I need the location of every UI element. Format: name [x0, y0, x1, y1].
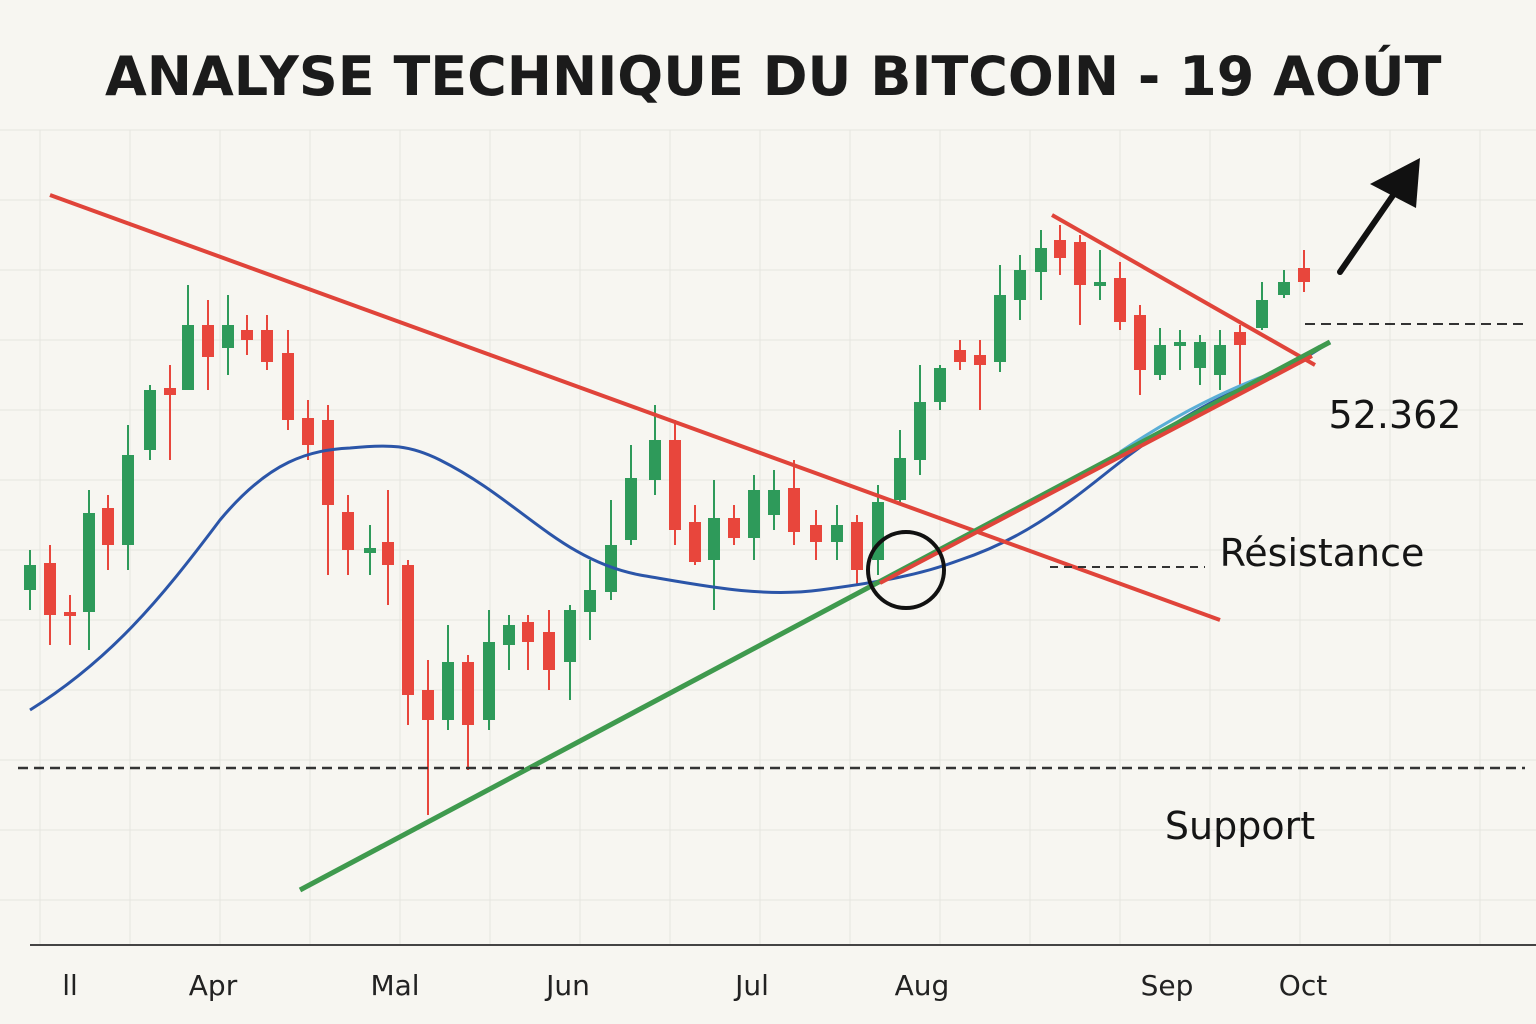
candles — [24, 225, 1310, 815]
candle-body — [222, 325, 234, 348]
candle-body — [1134, 315, 1146, 370]
resistance-label: Résistance — [1220, 531, 1425, 575]
candle-body — [1174, 342, 1186, 346]
candle-body — [1054, 240, 1066, 258]
candle-body — [934, 368, 946, 402]
candle-body — [102, 508, 114, 545]
flag-trendline — [1051, 213, 1316, 367]
candle-body — [122, 455, 134, 545]
candle-body — [364, 548, 376, 553]
candle-body — [974, 355, 986, 365]
candle-body — [748, 490, 760, 538]
candle-body — [669, 440, 681, 530]
x-tick-label: Jul — [733, 969, 769, 1002]
x-tick-label: Oct — [1279, 969, 1327, 1002]
candle-body — [954, 350, 966, 362]
candle-body — [202, 325, 214, 357]
candle-body — [851, 522, 863, 570]
candle-body — [83, 513, 95, 612]
breakout-line — [879, 354, 1313, 585]
candle-body — [24, 565, 36, 590]
x-tick-label: Aug — [895, 969, 950, 1002]
candle-body — [1298, 268, 1310, 282]
x-tick-label: Apr — [189, 969, 238, 1002]
candle-body — [788, 488, 800, 532]
candle-body — [649, 440, 661, 480]
candle-body — [302, 418, 314, 445]
candle-body — [483, 642, 495, 720]
candle-body — [422, 690, 434, 720]
support-label: Support — [1165, 804, 1315, 848]
candle-body — [44, 563, 56, 615]
candle-body — [241, 330, 253, 340]
candle-body — [1074, 242, 1086, 285]
candle-body — [708, 518, 720, 560]
trend-arrow-head — [1370, 158, 1420, 208]
candle-body — [584, 590, 596, 612]
x-tick-label: Sep — [1141, 969, 1194, 1002]
candle-body — [994, 295, 1006, 362]
candle-body — [1278, 282, 1290, 295]
candle-body — [282, 353, 294, 420]
candle-body — [322, 420, 334, 505]
support-trendline — [298, 339, 1332, 893]
candle-body — [1256, 300, 1268, 328]
candle-body — [522, 622, 534, 642]
candle-body — [894, 458, 906, 500]
candle-body — [382, 542, 394, 565]
candle-body — [1154, 345, 1166, 375]
price-label: 52.362 — [1329, 393, 1462, 437]
x-tick-label: Jun — [544, 969, 590, 1002]
candle-body — [462, 662, 474, 725]
candle-body — [1234, 332, 1246, 345]
candle-body — [1114, 278, 1126, 322]
candle-body — [768, 490, 780, 515]
candle-body — [1014, 270, 1026, 300]
candle-body — [1035, 248, 1047, 272]
candle-body — [342, 512, 354, 550]
candle-body — [831, 525, 843, 542]
candle-body — [1194, 342, 1206, 368]
candle-body — [64, 612, 76, 616]
candle-body — [625, 478, 637, 540]
candle-body — [164, 388, 176, 395]
candle-body — [1094, 282, 1106, 286]
candle-body — [182, 325, 194, 390]
chart-title: ANALYSE TECHNIQUE DU BITCOIN - 19 AOÚT — [105, 45, 1442, 108]
x-tick-label: ll — [62, 969, 78, 1002]
candle-body — [442, 662, 454, 720]
candle-body — [914, 402, 926, 460]
resistance-trendline — [49, 193, 1221, 622]
candle-body — [810, 525, 822, 542]
crossover-circle — [866, 530, 946, 610]
candle-body — [564, 610, 576, 662]
candle-body — [144, 390, 156, 450]
candle-body — [728, 518, 740, 538]
x-axis-labels: ll Apr Mal Jun Jul Aug Sep Oct — [62, 969, 1327, 1002]
candle-body — [543, 632, 555, 670]
candle-body — [402, 565, 414, 695]
candle-body — [1214, 345, 1226, 375]
candle-body — [261, 330, 273, 362]
candle-body — [503, 625, 515, 645]
x-tick-label: Mal — [370, 969, 419, 1002]
candle-body — [689, 522, 701, 562]
